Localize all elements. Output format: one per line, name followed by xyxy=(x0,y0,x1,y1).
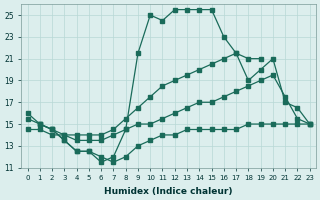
X-axis label: Humidex (Indice chaleur): Humidex (Indice chaleur) xyxy=(104,187,233,196)
